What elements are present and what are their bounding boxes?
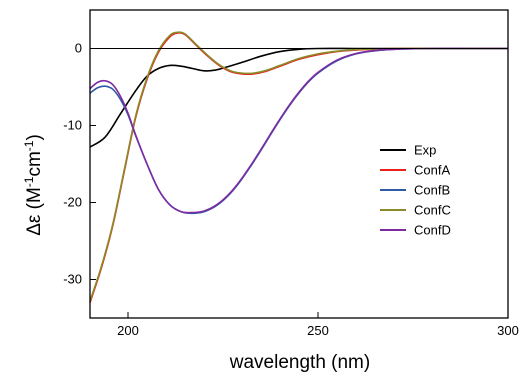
x-tick-label: 300	[497, 323, 519, 338]
x-tick-label: 250	[307, 323, 329, 338]
legend-label-confd: ConfD	[414, 223, 451, 238]
y-axis-title-base: Δε (M	[24, 187, 45, 236]
x-tick-label: 200	[117, 323, 139, 338]
legend-label-confb: ConfB	[414, 183, 450, 198]
y-tick-label: -20	[63, 195, 82, 210]
x-axis-title: wavelength (nm)	[229, 352, 370, 373]
legend-label-confc: ConfC	[414, 203, 451, 218]
y-axis-title-sup1: -1	[22, 176, 36, 187]
legend-label-exp: Exp	[414, 143, 436, 158]
y-tick-label: -30	[63, 272, 82, 287]
y-axis-title-end: )	[24, 134, 45, 140]
y-tick-label: -10	[63, 118, 82, 133]
ticks-layer: 200 250 300 0 -10 -20 -30	[63, 41, 519, 339]
y-axis-title-sup2: -1	[22, 140, 36, 151]
series-line-confc	[89, 31, 508, 302]
y-tick-label: 0	[75, 41, 82, 56]
plot-frame	[89, 9, 509, 319]
legend: Exp ConfA ConfB ConfC ConfD	[380, 143, 451, 238]
legend-label-confa: ConfA	[414, 163, 450, 178]
series-line-confd	[89, 47, 508, 214]
y-axis-title: Δε (M-1cm-1)	[22, 134, 45, 236]
y-axis-title-mid: cm	[24, 151, 45, 176]
